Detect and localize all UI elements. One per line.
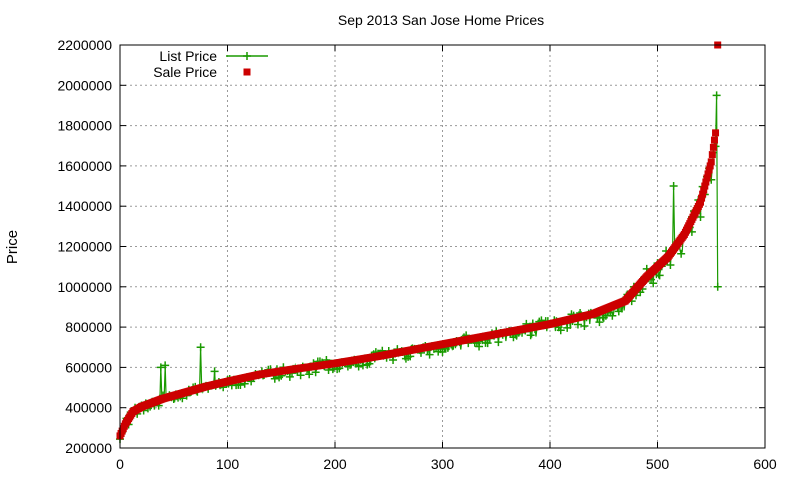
- list-price-point: [475, 342, 484, 351]
- list-price-point: [563, 323, 572, 332]
- list-price-point: [305, 370, 314, 379]
- list-price-point: [595, 318, 604, 327]
- list-price-point: [677, 249, 686, 258]
- sale-price-point: [709, 143, 717, 151]
- list-price-point: [156, 363, 165, 372]
- list-price-point: [614, 307, 623, 316]
- sale-price-point: [702, 178, 710, 186]
- y-tick-label: 2000000: [57, 77, 112, 93]
- sale-price-point: [705, 166, 713, 174]
- list-price-point: [161, 361, 170, 370]
- sale-price-point: [699, 190, 707, 198]
- x-axis-ticks: 0 100 200 300 400 500 600: [116, 45, 777, 472]
- y-tick-label: 1600000: [57, 158, 112, 174]
- list-price-point: [655, 271, 664, 280]
- y-axis-ticks: 200000 400000 600000 800000 1000000 1200000 14…: [57, 37, 765, 456]
- list-price-point: [556, 326, 565, 335]
- list-price-point: [483, 339, 492, 348]
- legend-swatch-list-price: [226, 52, 268, 60]
- y-tick-label: 1000000: [57, 279, 112, 295]
- sale-price-point: [708, 151, 716, 159]
- x-tick-label: 0: [116, 456, 124, 472]
- x-tick-label: 200: [323, 456, 347, 472]
- legend: List Price Sale Price: [153, 48, 268, 80]
- list-price-point: [494, 338, 503, 347]
- list-price-point: [196, 343, 205, 352]
- list-price-point: [354, 362, 363, 371]
- y-tick-label: 2200000: [57, 37, 112, 53]
- sale-price-point: [697, 198, 704, 206]
- list-price-point: [296, 371, 305, 380]
- y-tick-label: 1800000: [57, 118, 112, 134]
- y-tick-label: 400000: [65, 400, 112, 416]
- x-tick-label: 100: [216, 456, 240, 472]
- sale-price-point: [710, 136, 718, 144]
- y-tick-label: 1200000: [57, 239, 112, 255]
- list-price-point: [425, 350, 434, 359]
- list-price-point: [696, 212, 705, 221]
- sale-price-point: [706, 162, 714, 170]
- y-tick-label: 600000: [65, 359, 112, 375]
- y-axis-label: Price: [4, 230, 21, 264]
- sale-price-point: [701, 182, 709, 190]
- x-tick-label: 600: [753, 456, 777, 472]
- legend-marker: [243, 68, 251, 76]
- x-tick-label: 400: [538, 456, 562, 472]
- legend-label-list-price: List Price: [159, 48, 217, 64]
- list-price-point: [573, 320, 582, 329]
- sale-price-point: [700, 186, 708, 194]
- sale-price-series: [116, 41, 722, 440]
- list-price-point: [438, 348, 447, 357]
- list-price-point: [713, 282, 722, 291]
- legend-marker: [243, 52, 251, 60]
- list-price-point: [526, 331, 535, 340]
- legend-label-sale-price: Sale Price: [153, 64, 217, 80]
- x-tick-label: 300: [431, 456, 455, 472]
- y-tick-label: 1400000: [57, 198, 112, 214]
- list-price-point: [669, 182, 678, 191]
- y-tick-label: 200000: [65, 440, 112, 456]
- legend-swatch-sale-price: [243, 68, 251, 76]
- list-price-point: [210, 367, 219, 376]
- sale-price-point: [703, 174, 711, 182]
- y-tick-label: 800000: [65, 319, 112, 335]
- list-price-point: [666, 260, 675, 269]
- sale-price-point: [698, 194, 706, 202]
- x-tick-label: 500: [646, 456, 670, 472]
- sale-price-point: [707, 158, 715, 166]
- chart-title: Sep 2013 San Jose Home Prices: [338, 12, 544, 28]
- list-price-point: [649, 279, 658, 288]
- list-price-point: [608, 311, 617, 320]
- list-price-point: [580, 322, 589, 331]
- sale-price-point: [712, 129, 720, 137]
- list-price-point: [712, 91, 721, 100]
- sale-price-point: [704, 170, 712, 178]
